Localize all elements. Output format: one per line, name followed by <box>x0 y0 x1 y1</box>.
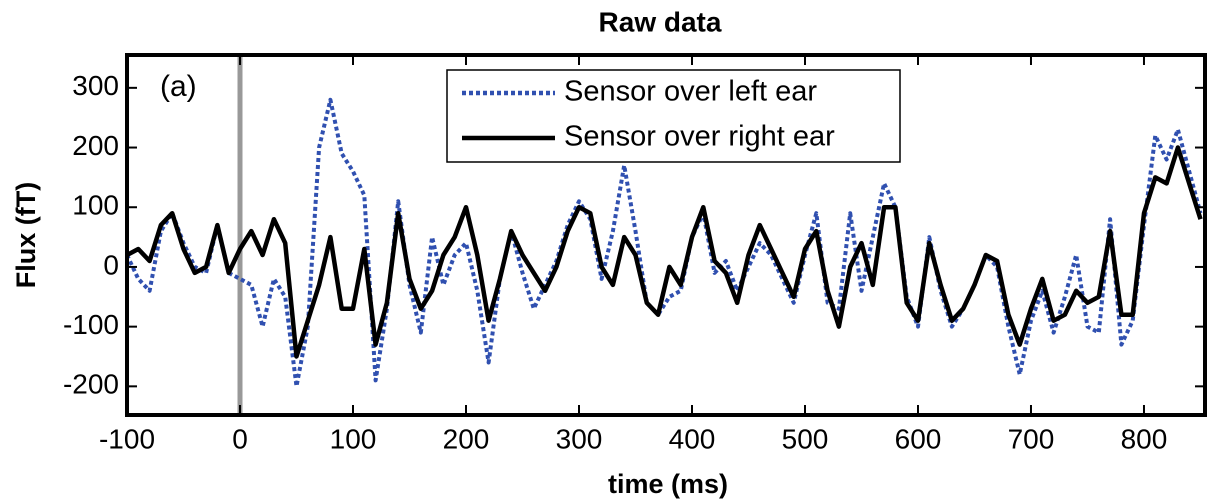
legend-label: Sensor over left ear <box>564 76 817 108</box>
x-tick-label: 800 <box>1121 423 1168 454</box>
x-tick-label: 200 <box>443 423 490 454</box>
y-tick-label: 0 <box>103 249 119 280</box>
x-tick-label: 300 <box>556 423 603 454</box>
x-tick-label: 0 <box>232 423 248 454</box>
legend-box <box>446 69 901 163</box>
x-tick-label: 600 <box>895 423 942 454</box>
x-tick-label: 400 <box>669 423 716 454</box>
data-line <box>127 145 1203 359</box>
panel-label: (a) <box>160 70 197 103</box>
chart-title: Raw data <box>599 6 722 37</box>
y-tick-label: -200 <box>63 369 119 400</box>
y-axis-label: Flux (fT) <box>11 182 41 288</box>
data-line <box>127 97 1203 389</box>
plot-area <box>127 55 1203 415</box>
y-tick-label: 200 <box>72 130 119 161</box>
x-tick-label: 100 <box>330 423 377 454</box>
x-axis-label: time (ms) <box>608 469 728 499</box>
x-tick-label: 500 <box>782 423 829 454</box>
plot-frame <box>125 53 1207 417</box>
x-tick-label: -100 <box>99 423 155 454</box>
x-tick-label: 700 <box>1008 423 1055 454</box>
y-tick-label: 100 <box>72 190 119 221</box>
legend-label: Sensor over right ear <box>564 121 835 153</box>
y-tick-label: -100 <box>63 309 119 340</box>
y-tick-label: 300 <box>72 70 119 101</box>
